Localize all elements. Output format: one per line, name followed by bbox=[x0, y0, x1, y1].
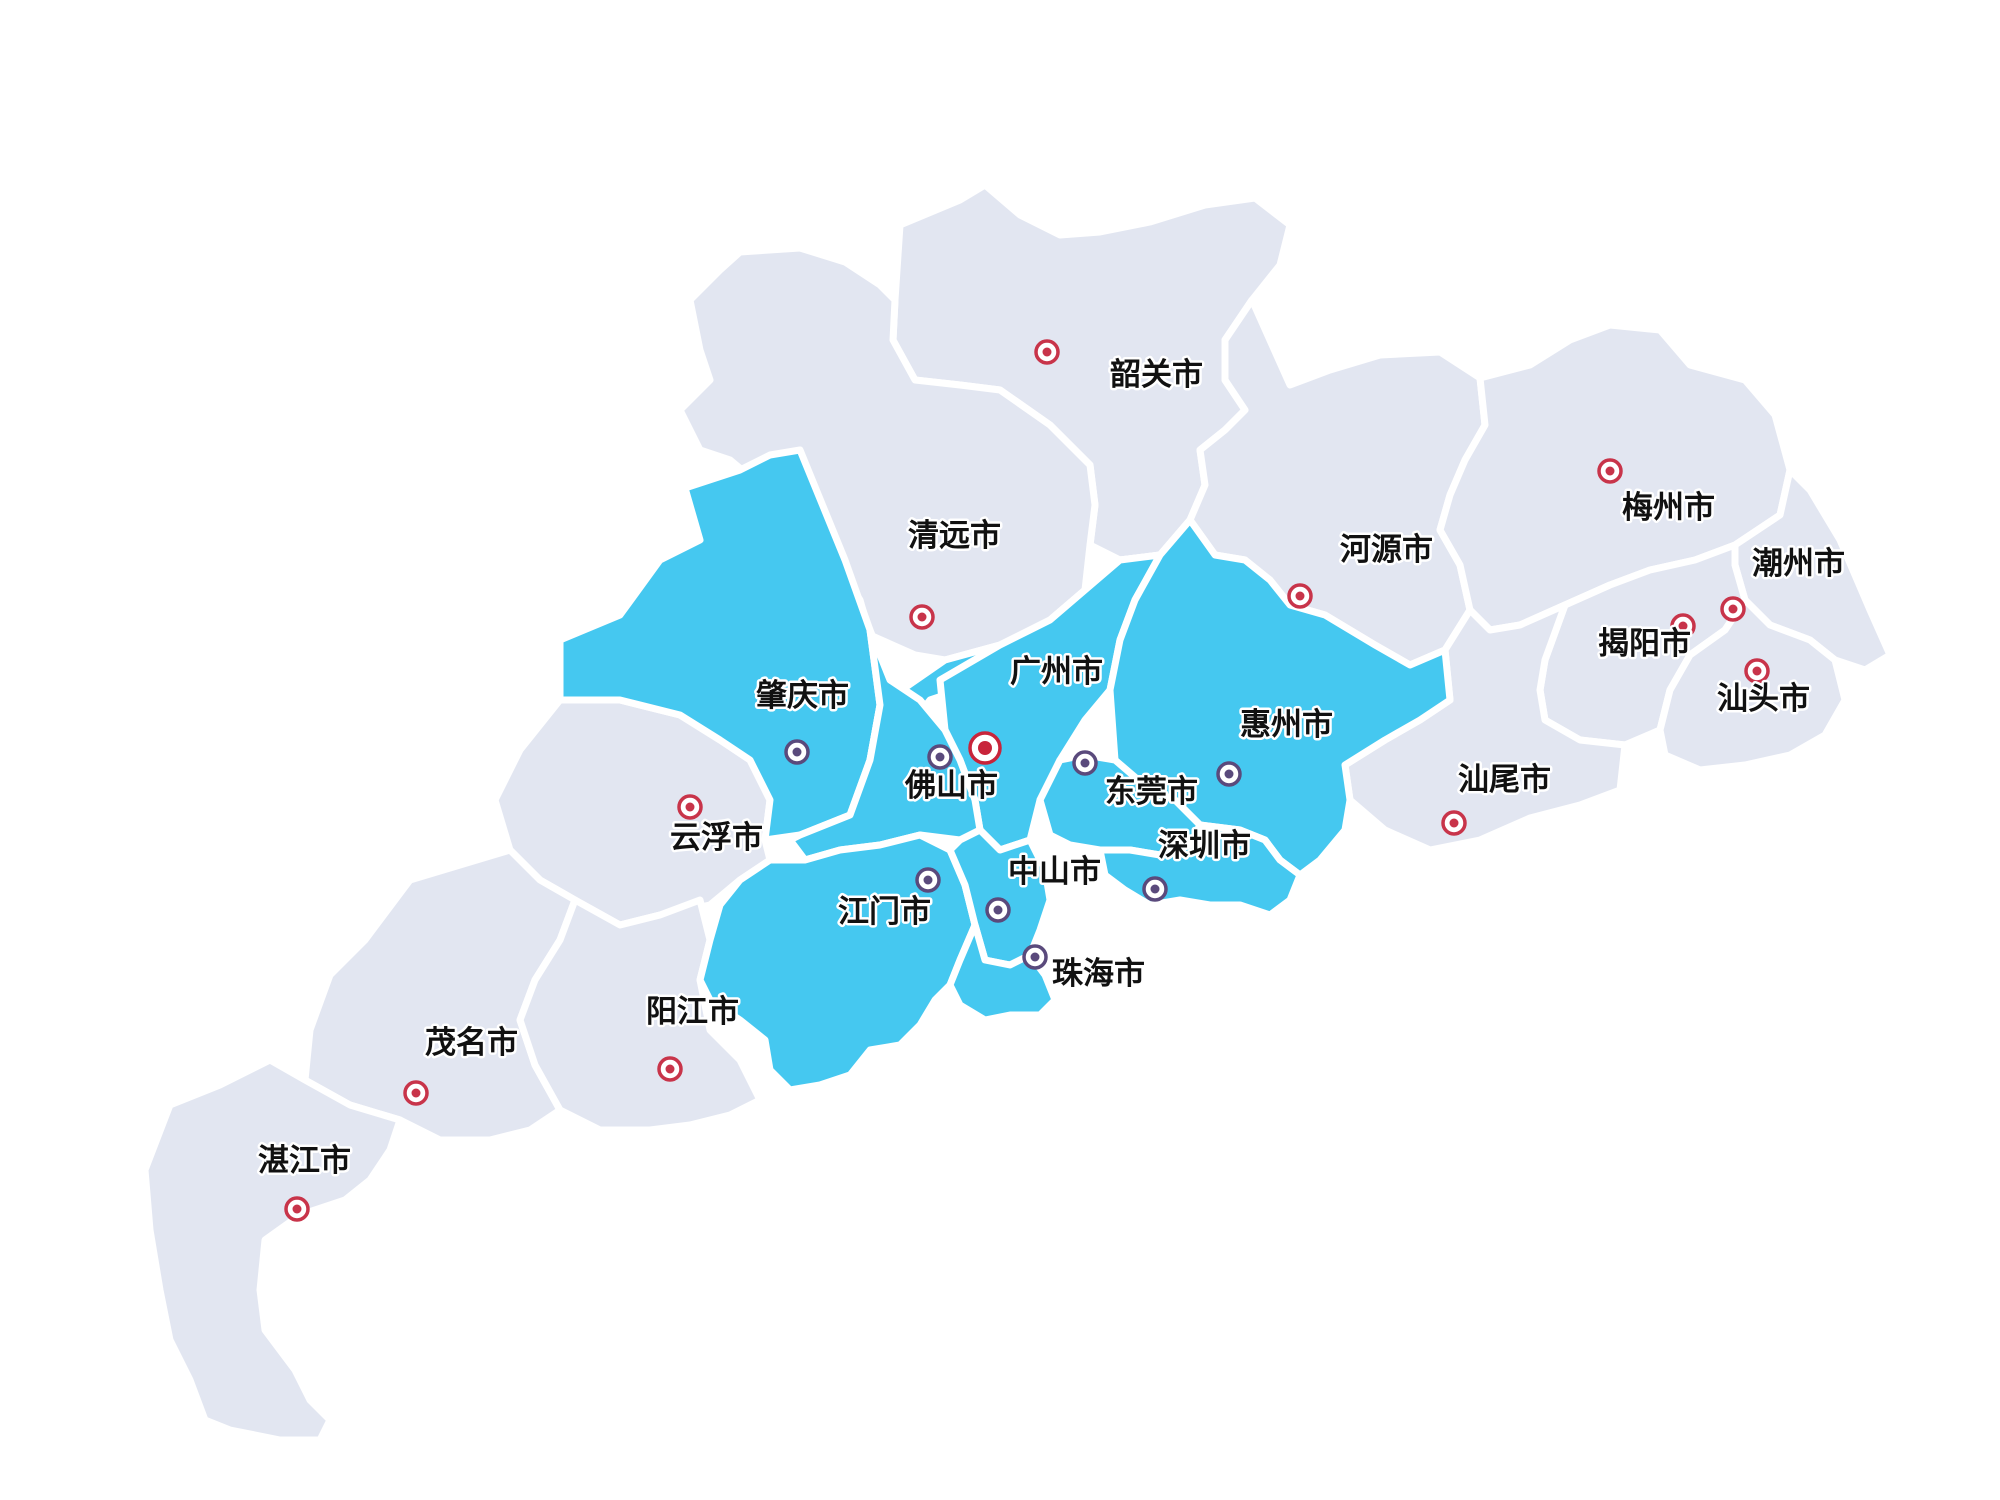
region-zhuhai[interactable] bbox=[946, 921, 1059, 1024]
city-marker-meizhou[interactable] bbox=[1597, 458, 1623, 484]
city-marker-jiangmen[interactable] bbox=[915, 867, 941, 893]
city-label-qingyuan: 清远市 bbox=[908, 518, 1001, 554]
marker-dot-icon bbox=[1295, 591, 1305, 601]
city-label-zhanjiang: 湛江市 bbox=[258, 1143, 351, 1179]
city-marker-shenzhen[interactable] bbox=[1142, 876, 1168, 902]
city-marker-zhanjiang[interactable] bbox=[284, 1196, 310, 1222]
city-marker-zhaoqing[interactable] bbox=[784, 739, 810, 765]
city-marker-zhongshan[interactable] bbox=[985, 897, 1011, 923]
city-marker-yunfu[interactable] bbox=[677, 794, 703, 820]
marker-dot-icon bbox=[1042, 347, 1052, 357]
marker-dot-icon bbox=[1752, 666, 1762, 676]
marker-dot-icon bbox=[1678, 621, 1688, 631]
marker-dot-icon bbox=[685, 802, 695, 812]
city-label-meizhou: 梅州市 bbox=[1622, 490, 1715, 526]
marker-dot-icon bbox=[1728, 604, 1738, 614]
city-label-yunfu: 云浮市 bbox=[670, 820, 763, 856]
city-label-dongguan: 东莞市 bbox=[1105, 774, 1198, 810]
city-label-guangzhou: 广州市 bbox=[1010, 654, 1103, 690]
marker-dot-icon bbox=[935, 752, 945, 762]
region-layer bbox=[141, 181, 1894, 1444]
marker-dot-icon bbox=[1449, 818, 1459, 828]
marker-dot-icon bbox=[993, 905, 1003, 915]
city-marker-jieyang[interactable] bbox=[1670, 613, 1696, 639]
marker-dot-icon bbox=[792, 747, 802, 757]
marker-dot-icon bbox=[411, 1088, 421, 1098]
city-label-zhuhai: 珠海市 bbox=[1052, 956, 1145, 992]
city-marker-yangjiang[interactable] bbox=[657, 1056, 683, 1082]
marker-dot-icon bbox=[1224, 769, 1234, 779]
city-marker-qingyuan[interactable] bbox=[909, 604, 935, 630]
city-marker-shaoguan[interactable] bbox=[1034, 339, 1060, 365]
city-label-shantou: 汕头市 bbox=[1717, 681, 1810, 717]
city-marker-zhuhai[interactable] bbox=[1022, 944, 1048, 970]
region-shantou[interactable] bbox=[1656, 596, 1849, 774]
marker-dot-icon bbox=[665, 1064, 675, 1074]
city-label-zhaoqing: 肇庆市 bbox=[756, 678, 849, 714]
city-label-heyuan: 河源市 bbox=[1340, 532, 1433, 568]
city-marker-huizhou[interactable] bbox=[1216, 761, 1242, 787]
city-label-jieyang: 揭阳市 bbox=[1598, 626, 1691, 662]
city-marker-shantou[interactable] bbox=[1744, 658, 1770, 684]
city-marker-chaozhou[interactable] bbox=[1720, 596, 1746, 622]
city-label-shanwei: 汕尾市 bbox=[1458, 762, 1551, 798]
marker-dot-icon bbox=[923, 875, 933, 885]
city-label-jiangmen: 江门市 bbox=[838, 894, 931, 930]
city-marker-guangzhou[interactable] bbox=[968, 731, 1002, 765]
region-maoming[interactable] bbox=[301, 846, 579, 1144]
marker-layer bbox=[284, 339, 1770, 1222]
marker-dot-icon bbox=[978, 741, 992, 755]
marker-dot-icon bbox=[917, 612, 927, 622]
marker-dot-icon bbox=[292, 1204, 302, 1214]
city-label-yangjiang: 阳江市 bbox=[646, 994, 739, 1030]
city-label-foshan: 佛山市 bbox=[904, 768, 998, 804]
city-label-shenzhen: 深圳市 bbox=[1158, 828, 1251, 864]
city-marker-maoming[interactable] bbox=[403, 1080, 429, 1106]
city-label-maoming: 茂名市 bbox=[425, 1025, 518, 1061]
city-label-zhongshan: 中山市 bbox=[1008, 854, 1101, 890]
city-label-chaozhou: 潮州市 bbox=[1752, 546, 1845, 582]
marker-dot-icon bbox=[1080, 758, 1090, 768]
city-label-huizhou: 惠州市 bbox=[1240, 707, 1333, 743]
marker-dot-icon bbox=[1030, 952, 1040, 962]
city-marker-dongguan[interactable] bbox=[1072, 750, 1098, 776]
city-marker-foshan[interactable] bbox=[927, 744, 953, 770]
city-label-shaoguan: 韶关市 bbox=[1110, 357, 1203, 393]
region-yangjiang[interactable] bbox=[516, 896, 764, 1134]
marker-dot-icon bbox=[1150, 884, 1160, 894]
marker-dot-icon bbox=[1605, 466, 1615, 476]
city-marker-shanwei[interactable] bbox=[1441, 810, 1467, 836]
city-marker-heyuan[interactable] bbox=[1287, 583, 1313, 609]
region-zhanjiang[interactable] bbox=[141, 1056, 404, 1444]
